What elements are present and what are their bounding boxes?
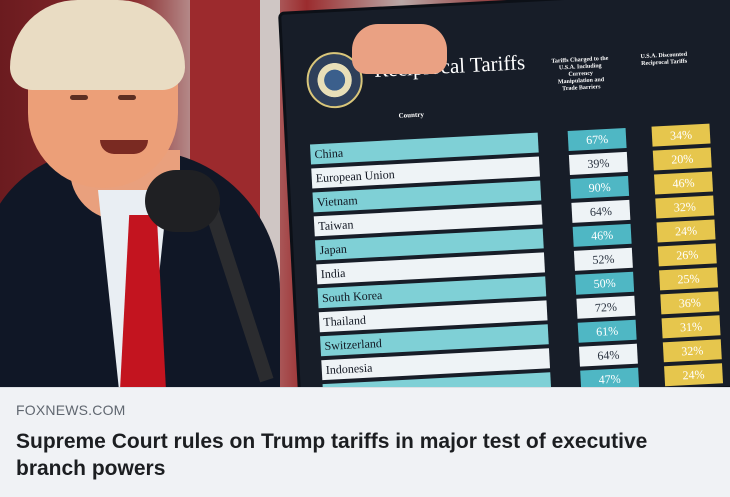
sign-row-charged: 67% (567, 127, 627, 151)
sign-row-reciprocal: 36% (660, 291, 720, 315)
person-hair (10, 0, 185, 90)
person-eye (70, 95, 88, 100)
sign-row-charged: 72% (576, 295, 636, 319)
sign-row-charged: 39% (568, 151, 628, 175)
sign-row-reciprocal: 24% (656, 219, 716, 243)
sign-row-charged: 50% (575, 271, 635, 295)
sign-row-charged: 64% (578, 343, 638, 367)
sign-row-charged: 64% (571, 199, 631, 223)
link-headline[interactable]: Supreme Court rules on Trump tariffs in … (16, 430, 648, 480)
sign-row-charged: 47% (580, 367, 640, 387)
sign-column-country: Country (398, 110, 425, 120)
sign-row-reciprocal: 32% (655, 195, 715, 219)
link-caption[interactable]: FOXNEWS.COM Supreme Court rules on Trump… (0, 387, 730, 497)
person-hand (352, 24, 447, 74)
sign-row-reciprocal: 32% (662, 339, 722, 363)
sign-row-reciprocal: 31% (661, 315, 721, 339)
sign-column-discounted: U.S.A. Discounted Reciprocal Tariffs (640, 51, 688, 68)
sign-row-reciprocal: 46% (654, 171, 713, 195)
sign-row-charged: 52% (573, 247, 633, 271)
sign-row-reciprocal: 26% (657, 243, 717, 267)
sign-row-charged: 90% (570, 175, 630, 199)
link-source-domain: FOXNEWS.COM (16, 402, 126, 418)
sign-row-reciprocal: 24% (664, 363, 724, 387)
sign-row-reciprocal: 25% (659, 267, 719, 291)
sign-row-charged: 46% (572, 223, 632, 247)
article-photo[interactable]: Reciprocal Tariffs Country Tariffs Charg… (0, 0, 730, 387)
microphone-icon (145, 170, 220, 232)
person-mouth (100, 140, 148, 154)
sign-row-reciprocal: 34% (651, 123, 711, 147)
sign-column-charged: Tariffs Charged to the U.S.A. Including … (551, 55, 609, 93)
sign-table: China 67% 34% European Union 39% 20% Vietnam 90… (309, 122, 730, 387)
tariff-sign-board: Reciprocal Tariffs Country Tariffs Charg… (278, 0, 730, 387)
person-eye (118, 95, 136, 100)
sign-row-charged: 61% (577, 319, 637, 343)
sign-row-reciprocal: 20% (652, 147, 712, 171)
